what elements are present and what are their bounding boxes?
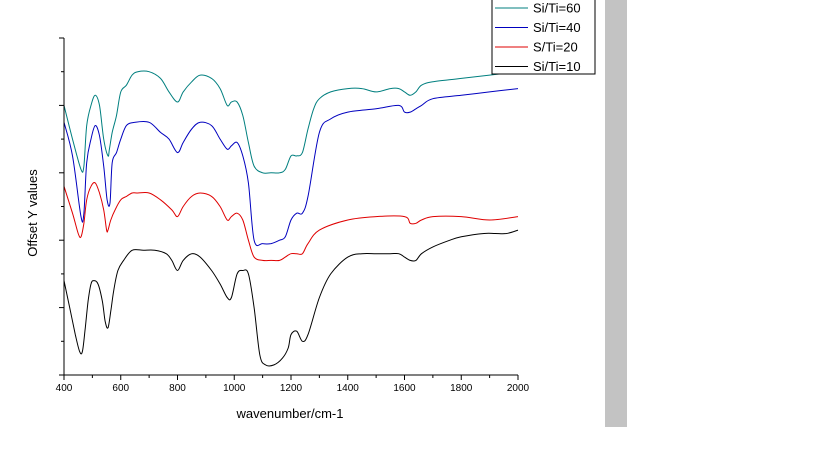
legend: Si/Ti=60 Si/Ti=40 S/Ti=20 Si/Ti=10 (491, 0, 596, 75)
x-tick-label: 800 (169, 383, 186, 394)
x-tick-label: 1800 (450, 383, 473, 394)
side-scrollbar[interactable] (605, 0, 627, 427)
x-tick-label: 1400 (337, 383, 360, 394)
legend-label: Si/Ti=60 (533, 1, 581, 16)
x-tick-label: 2000 (507, 383, 530, 394)
x-tick-label: 1600 (393, 383, 416, 394)
series-line-si-ti-10 (63, 229, 519, 367)
legend-label: Si/Ti=10 (533, 59, 581, 74)
x-tick-label: 1000 (223, 383, 246, 394)
x-tick-label: 1200 (280, 383, 303, 394)
legend-label: S/Ti=20 (533, 40, 578, 55)
series-layer (63, 70, 519, 367)
legend-box (491, 0, 596, 75)
series-line-s-ti-20 (63, 182, 519, 262)
axes-layer: 400 600 800 1000 1200 1400 1600 1800 2000 (56, 37, 530, 394)
legend-label: Si/Ti=40 (533, 20, 581, 35)
series-line-si-ti-60 (63, 70, 519, 174)
y-axis-title: Offset Y values (25, 169, 40, 257)
ftir-line-chart: 400 600 800 1000 1200 1400 1600 1800 2000 Si/Ti=… (25, 0, 596, 421)
x-tick-label: 400 (56, 383, 73, 394)
series-line-si-ti-40 (63, 88, 519, 247)
x-axis-title: wavenumber/cm-1 (236, 406, 344, 421)
x-tick-label: 600 (112, 383, 129, 394)
